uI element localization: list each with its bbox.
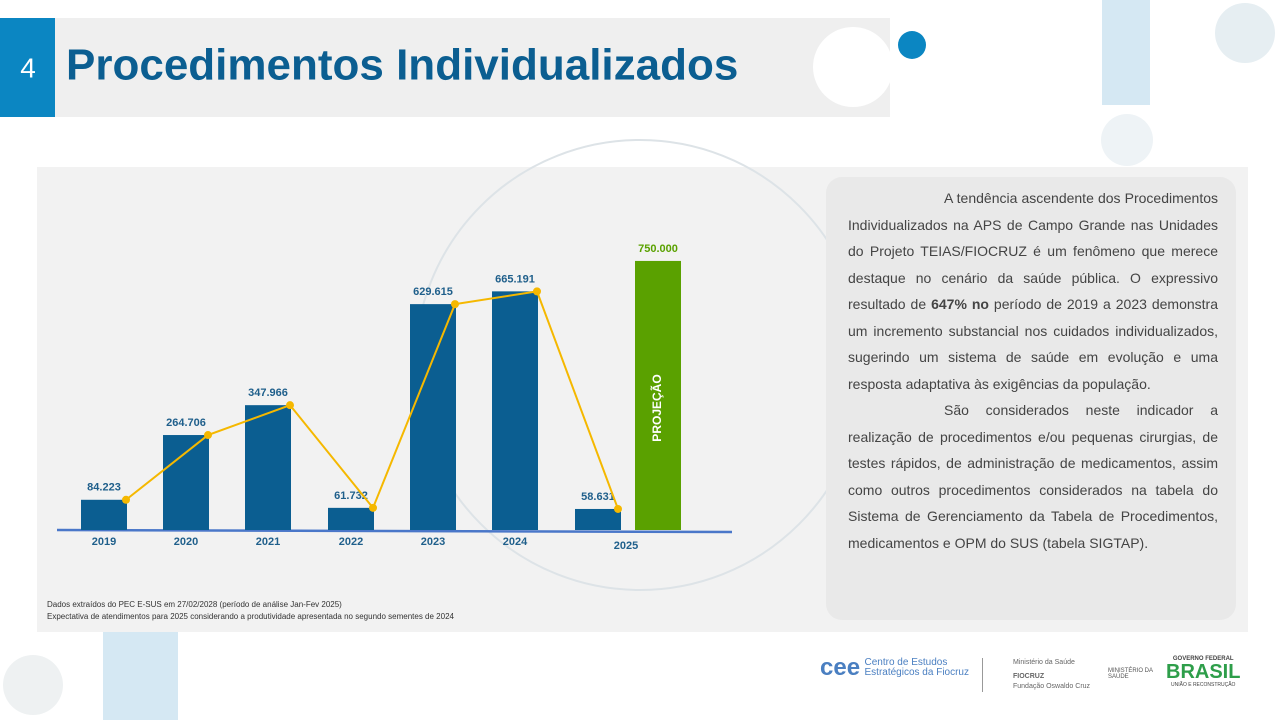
decor (1215, 3, 1275, 63)
bar (245, 405, 291, 530)
value-label: 58.631 (581, 491, 615, 503)
logo-ministerio: MINISTÉRIO DA SAÚDE (1108, 668, 1153, 680)
value-label: 629.615 (413, 286, 453, 298)
value-label: 347.966 (248, 387, 288, 399)
decor (3, 655, 63, 715)
bar (575, 508, 621, 530)
logo-text: Ministério da Saúde (1013, 659, 1075, 666)
trend-marker (122, 495, 130, 504)
decor (898, 31, 926, 59)
header-icon (813, 27, 893, 107)
trend-marker (286, 401, 294, 410)
x-tick-label: 2022 (339, 536, 363, 548)
logo-gov: GOVERNO FEDERAL BRASIL UNIÃO E RECONSTRU… (1166, 656, 1240, 688)
header-number-box (0, 18, 55, 117)
trend-marker (204, 431, 212, 440)
baseline (56, 528, 733, 534)
bar (81, 499, 127, 530)
projection-label: PROJEÇÃO (649, 374, 664, 441)
value-label: 84.223 (87, 482, 121, 494)
x-tick-label: 2020 (174, 536, 198, 548)
text-panel: A tendência ascendente dos Procedimentos… (826, 177, 1236, 620)
x-tick-label: 2019 (92, 536, 116, 548)
header-number: 4 (20, 52, 36, 83)
bar (410, 304, 456, 530)
x-tick-label: 2025 (614, 540, 638, 552)
note: Dados extraídos do PEC E-SUS em 27/02/20… (47, 600, 342, 609)
logo-text: FIOCRUZ (1013, 673, 1045, 680)
trend-marker (533, 287, 541, 296)
trend-marker (369, 503, 377, 512)
logo-text: Estratégicos da Fiocruz (864, 667, 970, 678)
logo-text: Fundação Oswaldo Cruz (1013, 683, 1091, 690)
bar (328, 507, 374, 530)
paragraph: São considerados neste indicador a reali… (848, 402, 1218, 551)
bar (492, 291, 538, 530)
logo-text: Centro de Estudos (864, 657, 948, 668)
text: período de 2019 a 2023 demonstra um incr… (848, 296, 1218, 392)
projection-bar (635, 260, 681, 530)
logo-text: GOVERNO FEDERAL (1172, 656, 1234, 662)
value-label: 665.191 (495, 273, 535, 285)
logo-text: BRASIL (1166, 661, 1241, 683)
x-tick-label: 2024 (503, 536, 528, 548)
text: A tendência ascendente dos Procedimentos… (848, 190, 1218, 312)
logo-text: cee (820, 654, 861, 681)
trend-marker (451, 300, 459, 309)
paragraph: A tendência ascendente dos Procedimentos… (848, 185, 1218, 397)
note: Expectativa de atendimentos para 2025 co… (47, 612, 454, 621)
decor (1101, 114, 1153, 166)
decor (1102, 0, 1150, 105)
logo-cee: cee Centro de Estudos Estratégicos da Fio… (820, 654, 969, 682)
bar (163, 435, 209, 530)
value-label: 264.706 (166, 417, 206, 429)
logo-text: UNIÃO E RECONSTRUÇÃO (1171, 682, 1236, 688)
header-bar (0, 18, 890, 117)
logo-fiocruz: Ministério da Saúde FIOCRUZ Fundação Osw… (982, 658, 1113, 692)
text: 647% no (931, 296, 989, 312)
value-label: 61.732 (334, 490, 368, 502)
header-title: Procedimentos Individualizados (66, 41, 738, 90)
trend-marker (614, 504, 622, 513)
x-tick-label: 2023 (421, 536, 445, 548)
x-tick-label: 2021 (256, 536, 280, 548)
value-label: 750.000 (638, 243, 678, 255)
